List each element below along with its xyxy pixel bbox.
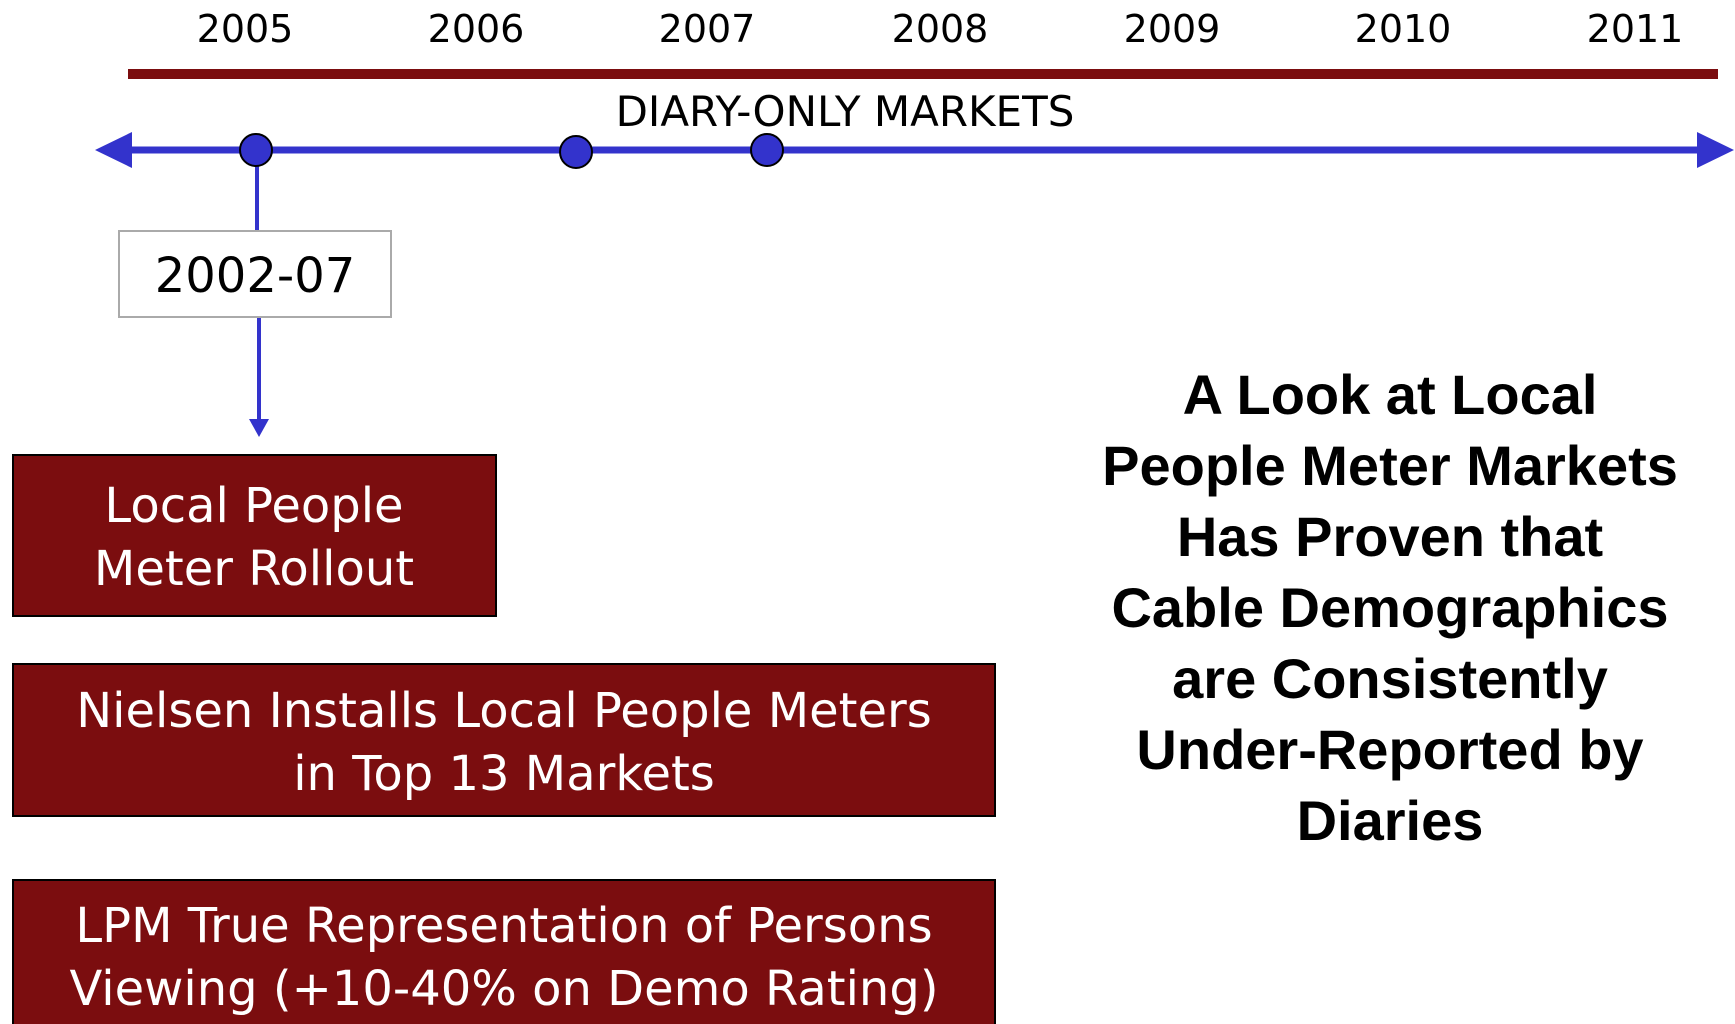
milestone-label: 2002-07: [155, 248, 356, 304]
milestone-box: [118, 230, 392, 318]
arrow-left: [95, 132, 132, 168]
box: [12, 454, 497, 617]
box: [12, 663, 996, 817]
year: 2005: [197, 7, 294, 51]
box-line: Nielsen Installs Local People Meters: [76, 683, 932, 739]
year: 2010: [1355, 7, 1452, 51]
headline-line: Has Proven that: [1177, 505, 1603, 568]
year: 2006: [428, 7, 525, 51]
year: 2007: [659, 7, 756, 51]
year-bar: [128, 69, 1718, 79]
box-line: in Top 13 Markets: [293, 746, 715, 802]
headline-line: People Meter Markets: [1102, 434, 1678, 497]
headline-line: Cable Demographics: [1111, 576, 1668, 639]
arrow-down: [249, 419, 269, 437]
year: 2008: [892, 7, 989, 51]
box-line: LPM True Representation of Persons: [75, 898, 932, 954]
headline-line: A Look at Local: [1183, 363, 1598, 426]
arrow-right: [1697, 132, 1734, 168]
box-line: Meter Rollout: [94, 541, 414, 597]
headline-line: are Consistently: [1172, 647, 1608, 710]
headline: A Look at Local People Meter Markets Has…: [1102, 363, 1678, 852]
year: 2009: [1124, 7, 1221, 51]
box-line: Local People: [104, 478, 403, 534]
headline-line: Diaries: [1297, 789, 1484, 852]
box-line: Viewing (+10-40% on Demo Rating): [69, 961, 938, 1017]
year-labels: 2005 2006 2007 2008 2009 2010 2011: [197, 7, 1684, 51]
year: 2011: [1587, 7, 1684, 51]
box: [12, 879, 996, 1024]
milestone-dot: [559, 135, 593, 169]
headline-line: Under-Reported by: [1136, 718, 1643, 781]
milestone-dot: [239, 133, 273, 167]
band-label: DIARY-ONLY MARKETS: [616, 87, 1075, 136]
milestone-dot: [750, 133, 784, 167]
